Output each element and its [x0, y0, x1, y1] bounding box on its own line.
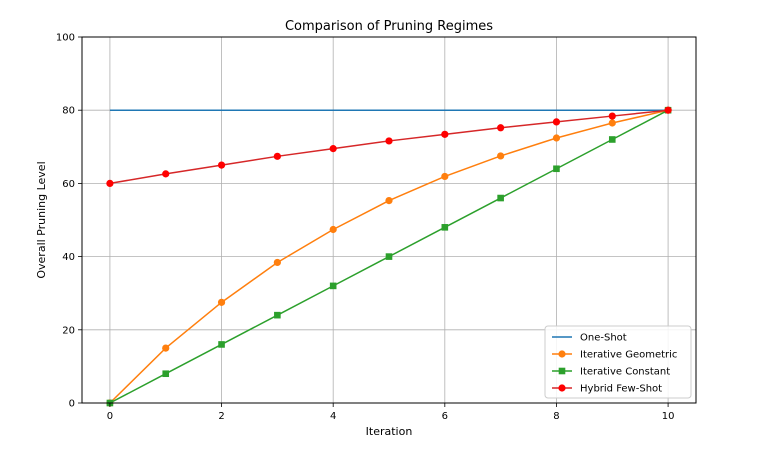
data-point: [552, 134, 561, 142]
data-point: [329, 145, 337, 153]
x-tick-label: 2: [218, 411, 224, 422]
data-point: [441, 172, 449, 181]
legend-marker-1: [558, 350, 566, 358]
data-point: [441, 130, 449, 138]
data-point: [217, 298, 226, 306]
data-point: [329, 282, 337, 290]
data-point: [552, 118, 561, 126]
x-tick-label: 0: [107, 411, 113, 422]
y-tick-label: 60: [62, 179, 75, 190]
data-point: [162, 370, 170, 378]
data-point: [217, 161, 226, 169]
legend-box: [544, 325, 692, 399]
data-point: [497, 152, 505, 160]
x-axis-ticks: 0 2 4 6 8 10: [107, 403, 675, 422]
data-point: [273, 258, 281, 267]
chart-title: Comparison of Pruning Regimes: [285, 19, 493, 34]
data-point: [385, 197, 393, 205]
y-tick-label: 40: [62, 252, 75, 263]
data-point: [329, 225, 337, 234]
x-tick-label: 10: [662, 411, 675, 422]
plot-frame: [81, 36, 697, 404]
x-tick-label: 8: [553, 411, 559, 422]
data-point: [385, 137, 393, 145]
legend-marker-2: [558, 367, 566, 375]
data-point: [274, 311, 281, 319]
data-point: [497, 194, 504, 202]
data-point: [497, 124, 505, 132]
data-point: [162, 170, 170, 178]
legend-label-1: Iterative Geometric: [580, 350, 677, 361]
data-point: [608, 136, 616, 143]
legend: One-Shot Iterative Geometric Iterative Con…: [544, 325, 692, 399]
y-tick-label: 80: [62, 106, 75, 117]
y-axis-label: Overall Pruning Level: [35, 161, 48, 278]
y-tick-label: 100: [56, 33, 75, 44]
data-point: [441, 224, 449, 231]
x-tick-label: 6: [442, 411, 448, 422]
data-point: [162, 344, 170, 352]
data-point: [608, 119, 616, 127]
legend-label-0: One-Shot: [580, 333, 627, 344]
y-tick-label: 0: [69, 399, 75, 410]
legend-label-2: Iterative Constant: [580, 367, 670, 378]
x-axis-label: Iteration: [366, 425, 413, 438]
y-tick-label: 20: [62, 325, 75, 336]
series-line-3: [109, 109, 669, 185]
y-axis-ticks: 0 20 40 60 80 100: [56, 33, 82, 410]
data-point: [553, 165, 560, 173]
data-point: [273, 152, 281, 160]
legend-marker-3: [558, 384, 566, 392]
data-point: [608, 112, 616, 120]
data-point: [664, 106, 672, 114]
data-point: [106, 179, 114, 187]
series-markers: [106, 106, 672, 407]
data-point: [218, 341, 225, 348]
data-point: [385, 253, 393, 260]
x-tick-label: 4: [330, 411, 336, 422]
legend-label-3: Hybrid Few-Shot: [580, 384, 662, 395]
